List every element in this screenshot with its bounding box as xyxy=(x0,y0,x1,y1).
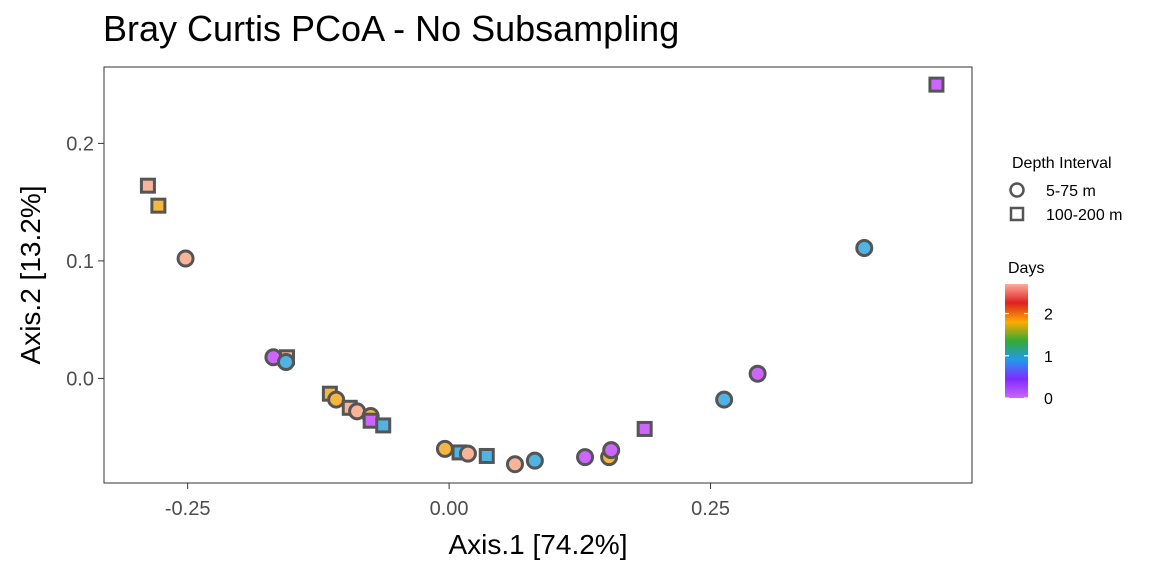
shape-legend: Depth Interval 5-75 m 100-200 m xyxy=(1009,155,1123,224)
y-tick-label: 0.2 xyxy=(66,133,94,155)
legend-circle-icon xyxy=(1009,182,1025,198)
data-point-circle xyxy=(327,390,346,409)
data-point-circle xyxy=(435,439,454,458)
data-point-circle xyxy=(525,451,544,470)
plot-panel xyxy=(103,66,973,484)
colorbar-tick-label: 2 xyxy=(1044,307,1053,324)
data-point-square xyxy=(375,417,392,434)
axis-ticks: -0.25 0.00 0.25 0.0 0.1 0.2 xyxy=(66,133,730,520)
data-point-circle xyxy=(715,390,734,409)
data-points xyxy=(139,76,945,474)
data-point-square xyxy=(928,76,945,93)
data-point-circle xyxy=(176,249,195,268)
data-point-square xyxy=(478,447,495,464)
data-point-circle xyxy=(602,441,621,460)
data-point-circle xyxy=(748,364,767,383)
x-tick-label: 0.25 xyxy=(691,498,730,520)
colorbar-tick-label: 0 xyxy=(1044,391,1053,408)
data-point-square xyxy=(139,177,156,194)
shape-legend-label: 5-75 m xyxy=(1046,183,1096,200)
shape-legend-label: 100-200 m xyxy=(1046,207,1123,224)
data-point-circle xyxy=(576,448,595,467)
x-tick-label: 0.00 xyxy=(430,498,469,520)
data-point-square xyxy=(150,197,167,214)
data-point-circle xyxy=(855,238,874,257)
data-point-circle xyxy=(505,455,524,474)
shape-legend-title: Depth Interval xyxy=(1012,155,1112,172)
chart-title: Bray Curtis PCoA - No Subsampling xyxy=(103,8,680,49)
days-colorbar xyxy=(1005,284,1028,398)
data-point-square xyxy=(636,420,653,437)
y-tick-label: 0.0 xyxy=(66,368,94,390)
x-axis-title: Axis.1 [74.2%] xyxy=(449,529,628,560)
color-legend: Days 2 1 0 xyxy=(1005,260,1053,408)
data-point-circle xyxy=(458,444,477,463)
color-legend-title: Days xyxy=(1008,260,1044,277)
y-axis-title: Axis.2 [13.2%] xyxy=(15,186,46,365)
x-tick-label: -0.25 xyxy=(165,498,211,520)
legend-square-icon xyxy=(1009,206,1025,222)
colorbar-tick-label: 1 xyxy=(1044,349,1053,366)
data-point-circle xyxy=(276,352,295,371)
y-tick-label: 0.1 xyxy=(66,251,94,273)
